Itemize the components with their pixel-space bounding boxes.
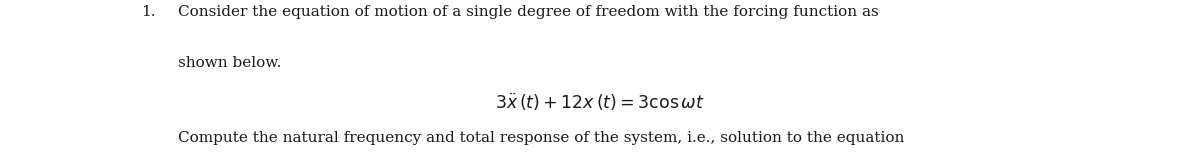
Text: Consider the equation of motion of a single degree of freedom with the forcing f: Consider the equation of motion of a sin… bbox=[178, 5, 878, 19]
Text: $3\ddot{x}\,(t) + 12x\,(t) = 3\cos\omega t$: $3\ddot{x}\,(t) + 12x\,(t) = 3\cos\omega… bbox=[496, 92, 704, 114]
Text: shown below.: shown below. bbox=[178, 56, 281, 70]
Text: Compute the natural frequency and total response of the system, i.e., solution t: Compute the natural frequency and total … bbox=[178, 131, 904, 145]
Text: 1.: 1. bbox=[142, 5, 156, 19]
